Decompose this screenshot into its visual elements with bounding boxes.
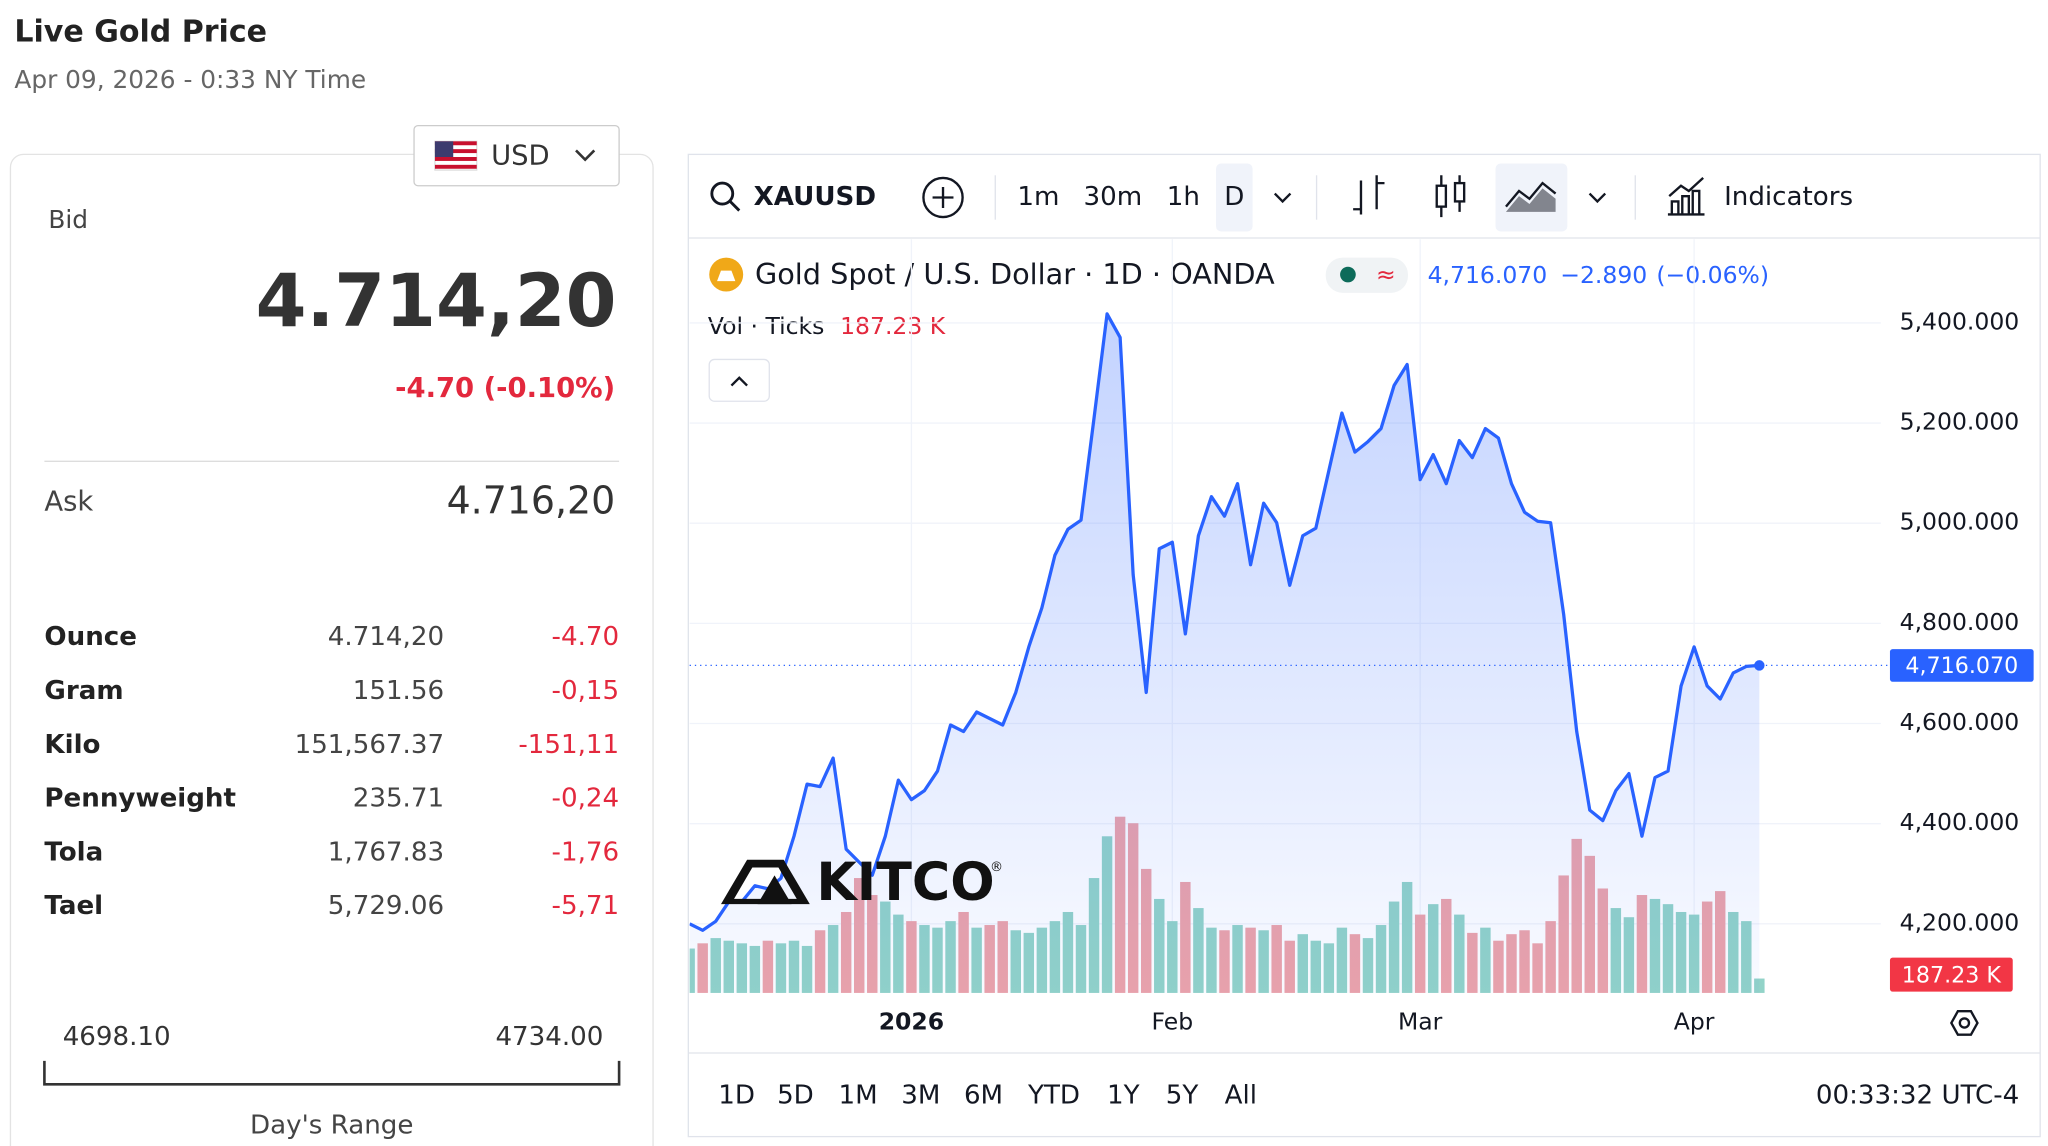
interval[interactable]: 1m — [1017, 182, 1059, 212]
interval[interactable]: D — [1224, 182, 1244, 212]
ask-price: 4.716,20 — [447, 479, 616, 523]
unit-name: Gram — [44, 676, 123, 706]
unit-change: -1,76 — [552, 837, 620, 867]
status-pill — [1325, 257, 1408, 293]
interval[interactable]: 30m — [1083, 182, 1142, 212]
legend-values: 4,716.070 −2.890 (−0.06%) — [1428, 260, 1769, 288]
indicators-label: Indicators — [1724, 182, 1853, 212]
clock: 00:33:32 UTC-4 — [1816, 1081, 2019, 1111]
unit-name: Kilo — [44, 730, 100, 760]
range-low: 4698.10 — [63, 1022, 171, 1052]
unit-name: Tola — [44, 837, 103, 867]
y-tick-label: 5,400.000 — [1900, 307, 2020, 335]
indicators-button[interactable]: Indicators — [1667, 177, 1853, 216]
range-button[interactable]: 1M — [839, 1081, 878, 1111]
y-tick-label: 5,200.000 — [1900, 408, 2020, 436]
range-button[interactable]: 1D — [718, 1081, 755, 1111]
watermark: KITCO ® — [720, 853, 1003, 913]
interval-active — [1216, 163, 1253, 232]
ask-label: Ask — [44, 487, 93, 518]
unit-name: Pennyweight — [44, 784, 236, 814]
symbol-search[interactable]: XAUUSD — [710, 181, 876, 212]
currency-select[interactable]: USD — [413, 124, 620, 187]
range-button[interactable]: 1Y — [1107, 1081, 1140, 1111]
range-button[interactable]: 5Y — [1166, 1081, 1199, 1111]
timestamp: Apr 09, 2026 - 0:33 NY Time — [14, 65, 366, 94]
unit-change: -5,71 — [552, 891, 620, 921]
bid-price: 4.714,20 — [256, 259, 617, 344]
legend-change-pct: (−0.06%) — [1656, 260, 1769, 288]
interval[interactable]: 1h — [1167, 182, 1200, 212]
unit-change: -151,11 — [518, 730, 619, 760]
x-tick-label: 2026 — [879, 1007, 944, 1035]
last-point — [1754, 660, 1765, 671]
last-price-badge — [1889, 649, 2034, 682]
currency-label: USD — [491, 141, 550, 172]
interval-menu[interactable] — [1273, 192, 1292, 204]
unit-change: -0,24 — [552, 784, 620, 814]
plot — [689, 239, 1890, 993]
style-menu[interactable] — [1588, 192, 1607, 204]
collapse-button[interactable] — [708, 358, 770, 402]
volume-label: 187.23 K — [1902, 962, 2003, 988]
range-button[interactable]: 6M — [964, 1081, 1003, 1111]
symbol: XAUUSD — [754, 182, 876, 212]
price-line — [689, 312, 1760, 932]
area-fill — [689, 313, 1760, 993]
unit-change: -0,15 — [552, 676, 620, 706]
y-tick-label: 4,200.000 — [1900, 908, 2020, 936]
range-bar — [43, 1060, 621, 1086]
unit-name: Ounce — [44, 622, 137, 652]
x-tick-label: Mar — [1398, 1007, 1443, 1035]
svg-text:KITCO: KITCO — [816, 853, 994, 913]
unit-price: 5,729.06 — [328, 891, 444, 921]
range-bar-footer: 1D 5D 1M 3M 6M YTD 1Y 5Y All — [718, 1081, 1257, 1111]
range-button[interactable]: YTD — [1027, 1081, 1080, 1111]
legend-change: −2.890 — [1560, 260, 1647, 288]
y-tick-label: 4,600.000 — [1900, 708, 2020, 736]
x-tick-label: Apr — [1674, 1007, 1715, 1035]
unit-name: Tael — [44, 891, 103, 921]
range-button[interactable]: 5D — [777, 1081, 814, 1111]
volume-name: Vol · Ticks — [708, 311, 825, 339]
unit-price: 4.714,20 — [328, 622, 444, 652]
volume-badge — [1889, 957, 2013, 992]
x-tick-label: Feb — [1152, 1007, 1194, 1035]
settings-button[interactable] — [1950, 1010, 1979, 1036]
range-label: Day's Range — [250, 1111, 413, 1141]
range-button[interactable]: 3M — [901, 1081, 940, 1111]
unit-price: 235.71 — [353, 784, 444, 814]
candles-style[interactable] — [1435, 175, 1466, 218]
last-price-label: 4,716.070 — [1905, 653, 2018, 679]
page-title: Live Gold Price — [14, 14, 267, 49]
bars-style[interactable] — [1353, 175, 1385, 215]
price-panel — [9, 153, 654, 1146]
plot-area — [689, 312, 1765, 993]
range-high: 4734.00 — [495, 1022, 603, 1052]
y-tick-label: 4,400.000 — [1900, 808, 2020, 836]
y-tick-label: 4,800.000 — [1900, 608, 2020, 636]
svg-text:≈: ≈ — [1376, 260, 1396, 288]
volume-legend: Vol · Ticks 187.23 K — [708, 311, 946, 339]
volume-last: 187.23 K — [840, 311, 946, 339]
axis-layer: 4,200.000 4,400.000 4,600.000 4,800.000 5,00… — [879, 307, 2034, 1035]
range-button[interactable]: All — [1225, 1081, 1257, 1111]
unit-price: 151,567.37 — [295, 730, 445, 760]
compare-button[interactable] — [922, 176, 964, 219]
unit-change: -4.70 — [552, 622, 620, 652]
legend-last: 4,716.070 — [1428, 260, 1548, 288]
series-title: Gold Spot / U.S. Dollar · 1D · OANDA — [755, 257, 1275, 291]
unit-table: Ounce 4.714,20 -4.70 Gram 151.56 -0,15 Kilo 151… — [44, 622, 619, 921]
unit-price: 151.56 — [353, 676, 444, 706]
unit-price: 1,767.83 — [328, 837, 444, 867]
svg-text:®: ® — [990, 860, 1003, 875]
bid-change: -4.70 (-0.10%) — [395, 373, 615, 404]
bid-label: Bid — [48, 205, 88, 234]
y-tick-label: 5,000.000 — [1900, 508, 2020, 536]
